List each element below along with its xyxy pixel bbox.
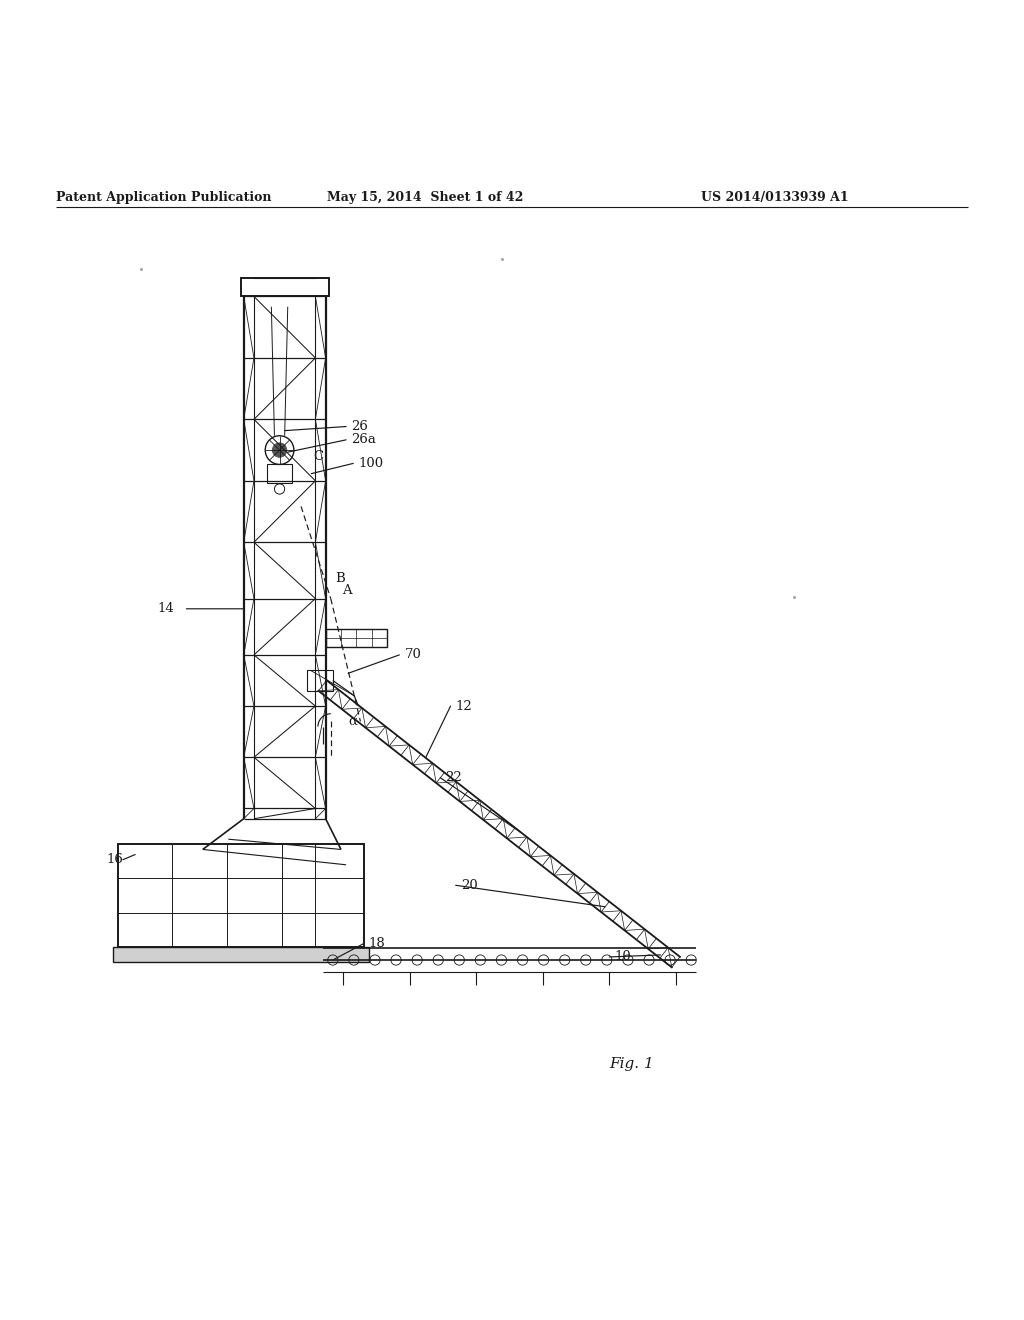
- Text: 70: 70: [404, 648, 421, 661]
- Bar: [266, 465, 293, 483]
- Text: 14: 14: [158, 602, 174, 615]
- Text: 26: 26: [351, 420, 368, 433]
- Text: 100: 100: [358, 457, 384, 470]
- Text: B: B: [335, 572, 345, 585]
- Text: α: α: [348, 715, 357, 727]
- Text: C: C: [313, 450, 324, 463]
- Text: 12: 12: [456, 700, 472, 713]
- Bar: [113, 946, 369, 962]
- Text: US 2014/0133939 A1: US 2014/0133939 A1: [701, 190, 849, 203]
- Text: 18: 18: [369, 937, 385, 950]
- Text: 22: 22: [445, 771, 462, 784]
- Bar: [241, 279, 329, 297]
- Text: May 15, 2014  Sheet 1 of 42: May 15, 2014 Sheet 1 of 42: [327, 190, 523, 203]
- Text: A: A: [342, 583, 351, 597]
- Text: 16: 16: [106, 853, 123, 866]
- Text: 26a: 26a: [351, 433, 376, 446]
- Bar: [118, 845, 364, 946]
- Circle shape: [272, 444, 287, 457]
- Text: Patent Application Publication: Patent Application Publication: [56, 190, 271, 203]
- Text: Fig. 1: Fig. 1: [609, 1057, 654, 1072]
- Text: 20: 20: [461, 879, 477, 892]
- Text: 10: 10: [614, 950, 631, 964]
- Bar: [326, 630, 387, 647]
- Bar: [307, 671, 333, 690]
